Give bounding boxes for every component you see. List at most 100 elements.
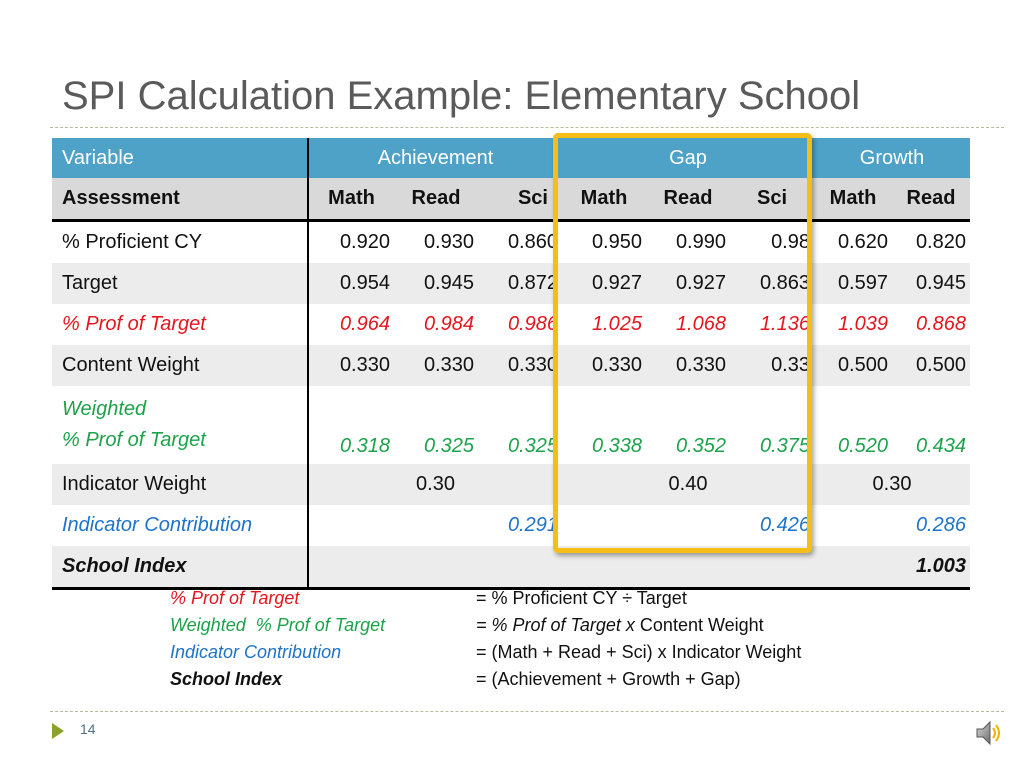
row-label: Weighted % Prof of Target [52,386,309,464]
header-growth: Growth [814,138,970,178]
row-label: % Proficient CY [52,220,309,263]
page-number: 14 [80,721,96,737]
table-cell: 0.330 [308,345,394,386]
speaker-icon[interactable] [975,718,1005,748]
table-cell: 1.136 [759,313,810,335]
table-cell: 0.375 [759,435,810,457]
table-cell: 0.318 [339,435,390,457]
table-cell: 0.620 [837,231,888,253]
row-content-weight: Content Weight 0.330 0.330 0.330 0.330 0… [52,345,970,386]
table-cell: 0.434 [915,435,966,457]
table-cell: 0.291 [507,514,558,536]
header-achievement: Achievement [308,138,562,178]
col-header: Math [308,178,394,222]
group-header-row: Variable Achievement Gap Growth [52,138,970,178]
row-indicator-contribution: Indicator Contribution 0.291 0.426 0.286 [52,505,970,546]
legend-term: % Prof of Target [170,588,300,608]
table-cell: 0.945 [892,263,970,304]
table-cell: 0.990 [675,231,726,253]
table-cell: 0.330 [478,345,562,386]
slide-title: SPI Calculation Example: Elementary Scho… [62,74,861,118]
legend-definition-italic: = % Prof of Target x [476,615,635,635]
table-cell: 1.039 [837,313,888,335]
header-variable: Variable [52,138,309,178]
table-cell: 0.868 [915,313,966,335]
row-school-index: School Index 1.003 [52,546,970,590]
table-cell: 0.500 [892,345,970,386]
title-divider [50,127,1004,128]
table-cell: 0.338 [591,435,642,457]
table-cell: 0.352 [675,435,726,457]
table-cell: 1.003 [308,546,970,590]
col-header: Read [394,178,478,222]
table-cell: 1.025 [591,313,642,335]
col-header: Math [562,178,646,222]
row-indicator-weight: Indicator Weight 0.30 0.40 0.30 [52,464,970,505]
table-cell: 0.984 [423,313,474,335]
legend-definition: = (Math + Read + Sci) x Indicator Weight [476,642,801,663]
table-cell: 0.286 [915,514,966,536]
table-cell: 0.964 [339,313,390,335]
table-cell: 0.920 [339,231,390,253]
legend-definition: = % Prof of Target x Content Weight [476,615,764,636]
row-label: Target [52,263,309,304]
table-cell: 0.325 [507,435,558,457]
header-gap: Gap [562,138,814,178]
legend-definition-text: = % Proficient CY ÷ Target [476,588,687,608]
table-cell: 0.860 [507,231,558,253]
table-cell: 0.930 [423,231,474,253]
table-cell: 0.597 [814,263,892,304]
row-label: Indicator Weight [52,464,309,505]
row-label: School Index [52,546,309,590]
legend-term: Indicator Contribution [170,642,342,662]
col-header: Sci [478,178,562,222]
table-cell: 0.950 [591,231,642,253]
legend-term: Weighted % Prof of Target [170,615,386,635]
table-cell: 0.330 [562,345,646,386]
col-header: Read [892,178,970,222]
row-label: Content Weight [52,345,309,386]
spi-table: Variable Achievement Gap Growth Assessme… [52,138,970,590]
legend-definition: = (Achievement + Growth + Gap) [476,669,741,690]
table-cell: 0.330 [646,345,730,386]
table-cell: 0.945 [394,263,478,304]
assessment-header-row: Assessment Math Read Sci Math Read Sci M… [52,178,970,222]
table-cell: 0.30 [814,464,970,505]
row-prof-of-target: % Prof of Target 0.964 0.984 0.986 1.025… [52,304,970,345]
table-cell: 0.927 [646,263,730,304]
table-cell: 0.500 [814,345,892,386]
table-cell: 1.068 [675,313,726,335]
table-cell: 0.927 [562,263,646,304]
table-cell: 0.40 [562,464,814,505]
row-label-line: % Prof of Target [62,429,206,451]
col-header: Sci [730,178,814,222]
row-label-line: Weighted [62,398,147,420]
table-cell: 0.330 [394,345,478,386]
legend-term: School Index [170,669,283,689]
legend-definition: = % Proficient CY ÷ Target [476,588,687,609]
row-label: Indicator Contribution [52,505,309,546]
table-cell: 0.820 [915,231,966,253]
table-cell: 0.954 [308,263,394,304]
table-cell: 0.426 [759,514,810,536]
table-cell: 0.863 [730,263,814,304]
col-header: Math [814,178,892,222]
table-cell: 0.98 [771,231,810,253]
table-cell: 0.872 [478,263,562,304]
assessment-label: Assessment [52,178,309,222]
table-cell: 0.33 [730,345,814,386]
footer-divider [50,711,1004,712]
legend-definition-text: = (Achievement + Growth + Gap) [476,669,741,689]
row-proficient: % Proficient CY 0.920 0.930 0.860 0.950 … [52,220,970,263]
legend-definition-text: Content Weight [634,615,764,635]
table-cell: 0.325 [423,435,474,457]
row-weighted: Weighted % Prof of Target 0.318 0.325 0.… [52,386,970,464]
table-cell: 0.986 [507,313,558,335]
col-header: Read [646,178,730,222]
legend-definition-text: = (Math + Read + Sci) x Indicator Weight [476,642,802,662]
triangle-arrow-icon [52,723,64,739]
table-cell: 0.30 [308,464,562,505]
table-cell: 0.520 [837,435,888,457]
row-label: % Prof of Target [52,304,309,345]
row-target: Target 0.954 0.945 0.872 0.927 0.927 0.8… [52,263,970,304]
